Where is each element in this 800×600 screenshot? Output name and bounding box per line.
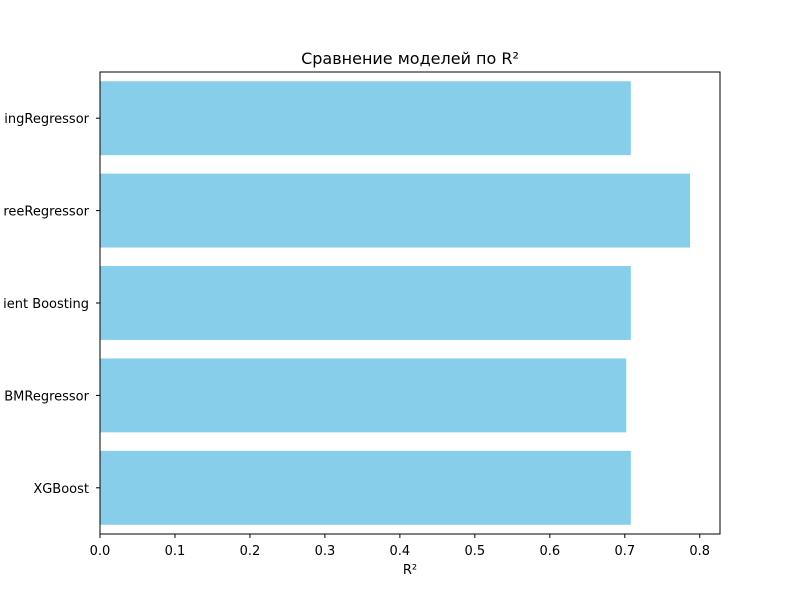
x-tick-label: 0.7: [614, 544, 635, 559]
y-tick-label: ient Boosting: [3, 297, 89, 312]
y-axis-ticks: XGBoost BMRegressor ient Boosting reeRegres…: [3, 112, 100, 497]
x-axis-ticks: 0.0 0.1 0.2 0.3 0.4 0.5 0.6 0.7 0.8: [90, 534, 710, 559]
bar-lgbmregressor: [100, 358, 627, 433]
x-tick-label: 0.2: [240, 544, 261, 559]
bar-extratreeregressor: [100, 173, 691, 248]
x-tick-label: 0.4: [390, 544, 411, 559]
x-axis-label: R²: [403, 563, 417, 578]
x-tick-label: 0.6: [539, 544, 560, 559]
y-tick-label: ingRegressor: [4, 112, 89, 127]
y-tick-label: XGBoost: [33, 482, 89, 497]
x-tick-label: 0.8: [689, 544, 710, 559]
x-tick-label: 0.3: [315, 544, 336, 559]
y-tick-label: BMRegressor: [4, 389, 89, 404]
chart-title: Сравнение моделей по R²: [301, 49, 519, 68]
bars-group: [100, 81, 691, 525]
x-tick-label: 0.5: [465, 544, 486, 559]
bar-histgradientboostingregressor: [100, 81, 631, 156]
x-tick-label: 0.1: [165, 544, 186, 559]
y-tick-label: reeRegressor: [3, 205, 89, 220]
x-tick-label: 0.0: [90, 544, 111, 559]
bar-gradient-boosting: [100, 266, 631, 340]
bar-xgboost: [100, 450, 631, 525]
